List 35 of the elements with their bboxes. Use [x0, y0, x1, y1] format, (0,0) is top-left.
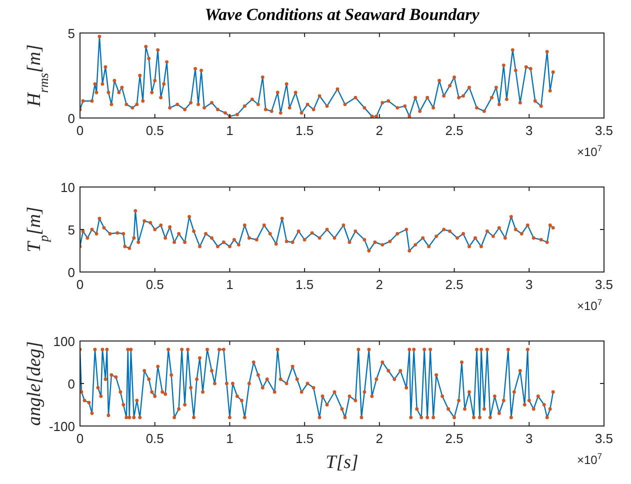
x-tick-label: 3: [526, 277, 533, 292]
y-tick-label: 10: [60, 180, 75, 195]
x-tick-label: 3: [526, 123, 533, 138]
y-tick-label: -100: [48, 419, 75, 434]
y-tick-label: 5: [68, 222, 75, 238]
y-tick-label: 100: [53, 334, 75, 349]
x-tick-label: 2: [376, 123, 384, 138]
y-axis-title: angle[deg]: [24, 341, 45, 426]
x-tick-label: 3: [526, 431, 533, 446]
x-tick-label: 1.5: [296, 431, 314, 446]
x-tick-label: 2.5: [445, 123, 464, 138]
text: ×10$^{7}$: [576, 451, 602, 467]
x-axis-title: T[s]: [326, 452, 358, 473]
x-tick-label: 2.5: [445, 277, 464, 292]
x-tick-label: 0.5: [146, 123, 164, 138]
x-tick-label: 2: [376, 431, 384, 446]
x-tick-label: 0.5: [146, 431, 164, 446]
x-tick-label: 3.5: [594, 431, 614, 446]
x-tick-label: 2: [376, 277, 384, 292]
x-tick-label: 2.5: [445, 431, 464, 446]
y-tick-label: 0: [68, 376, 75, 392]
x-tick-label: 1: [226, 431, 234, 446]
x-tick-label: 1: [226, 277, 234, 292]
y-tick-label: 5: [68, 26, 75, 41]
x-tick-label: 3.5: [594, 123, 614, 138]
text: ×10$^{7}$: [576, 143, 602, 159]
x-tick-label: 1.5: [296, 277, 314, 292]
x-tick-label: 1: [226, 123, 234, 138]
x-tick-label: 0.5: [146, 277, 164, 292]
x-tick-label: 3.5: [594, 277, 614, 292]
text: ×10$^{7}$: [576, 297, 602, 313]
x-tick-label: 1.5: [296, 123, 314, 138]
y-tick-label: 0: [68, 265, 75, 280]
y-tick-label: 0: [68, 111, 75, 126]
chart-title: Wave Conditions at Seaward Boundary: [204, 5, 480, 24]
